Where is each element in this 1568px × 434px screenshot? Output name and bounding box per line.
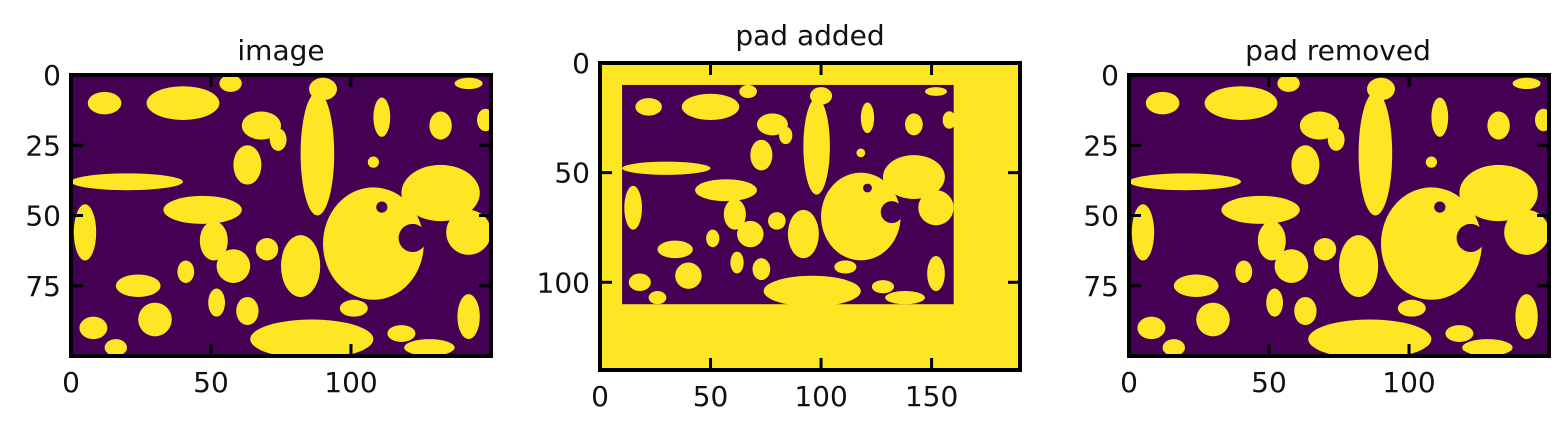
x-tick-label: 100 — [324, 366, 377, 399]
y-tick-label: 25 — [1083, 129, 1119, 162]
image-instance — [71, 75, 491, 356]
y-tick-label: 50 — [554, 157, 590, 190]
panel-pad-removed: pad removed 0 50 100 0 25 50 75 — [1083, 34, 1551, 399]
panel-title: pad added — [735, 19, 884, 52]
image-instance — [1129, 75, 1549, 356]
axis-ticks: 0 50 100 0 25 50 75 — [25, 59, 491, 399]
panel-title: image — [237, 34, 324, 67]
heatmap-image — [1129, 75, 1549, 356]
x-tick-label: 100 — [1382, 366, 1435, 399]
heatmap-image — [71, 75, 491, 356]
x-tick-label: 0 — [62, 366, 80, 399]
axis-ticks: 0 50 100 0 25 50 75 — [1083, 59, 1549, 399]
y-tick-label: 50 — [25, 200, 61, 233]
axes-frame — [1127, 73, 1551, 358]
image-instance — [622, 84, 956, 307]
y-tick-label: 25 — [25, 129, 61, 162]
y-tick-label: 0 — [43, 59, 61, 92]
x-tick-label: 50 — [693, 380, 729, 413]
y-tick-label: 75 — [1083, 270, 1119, 303]
x-tick-label: 0 — [1120, 366, 1138, 399]
axes-frame — [69, 73, 493, 358]
y-tick-label: 50 — [1083, 200, 1119, 233]
panel-image: image 0 50 100 0 25 50 75 — [25, 34, 493, 399]
x-tick-label: 50 — [193, 366, 229, 399]
y-tick-label: 75 — [25, 270, 61, 303]
panel-pad-added: pad added 0 50 100 150 0 50 100 — [537, 19, 1022, 413]
y-tick-label: 0 — [1101, 59, 1119, 92]
x-tick-label: 0 — [591, 380, 609, 413]
axes-frame — [598, 61, 1022, 372]
heatmap-image — [600, 63, 1020, 370]
x-tick-label: 50 — [1251, 366, 1287, 399]
y-tick-label: 0 — [572, 47, 590, 80]
x-tick-label: 100 — [794, 380, 847, 413]
y-tick-label: 100 — [537, 266, 590, 299]
x-tick-label: 150 — [905, 380, 958, 413]
panel-title: pad removed — [1245, 34, 1431, 67]
